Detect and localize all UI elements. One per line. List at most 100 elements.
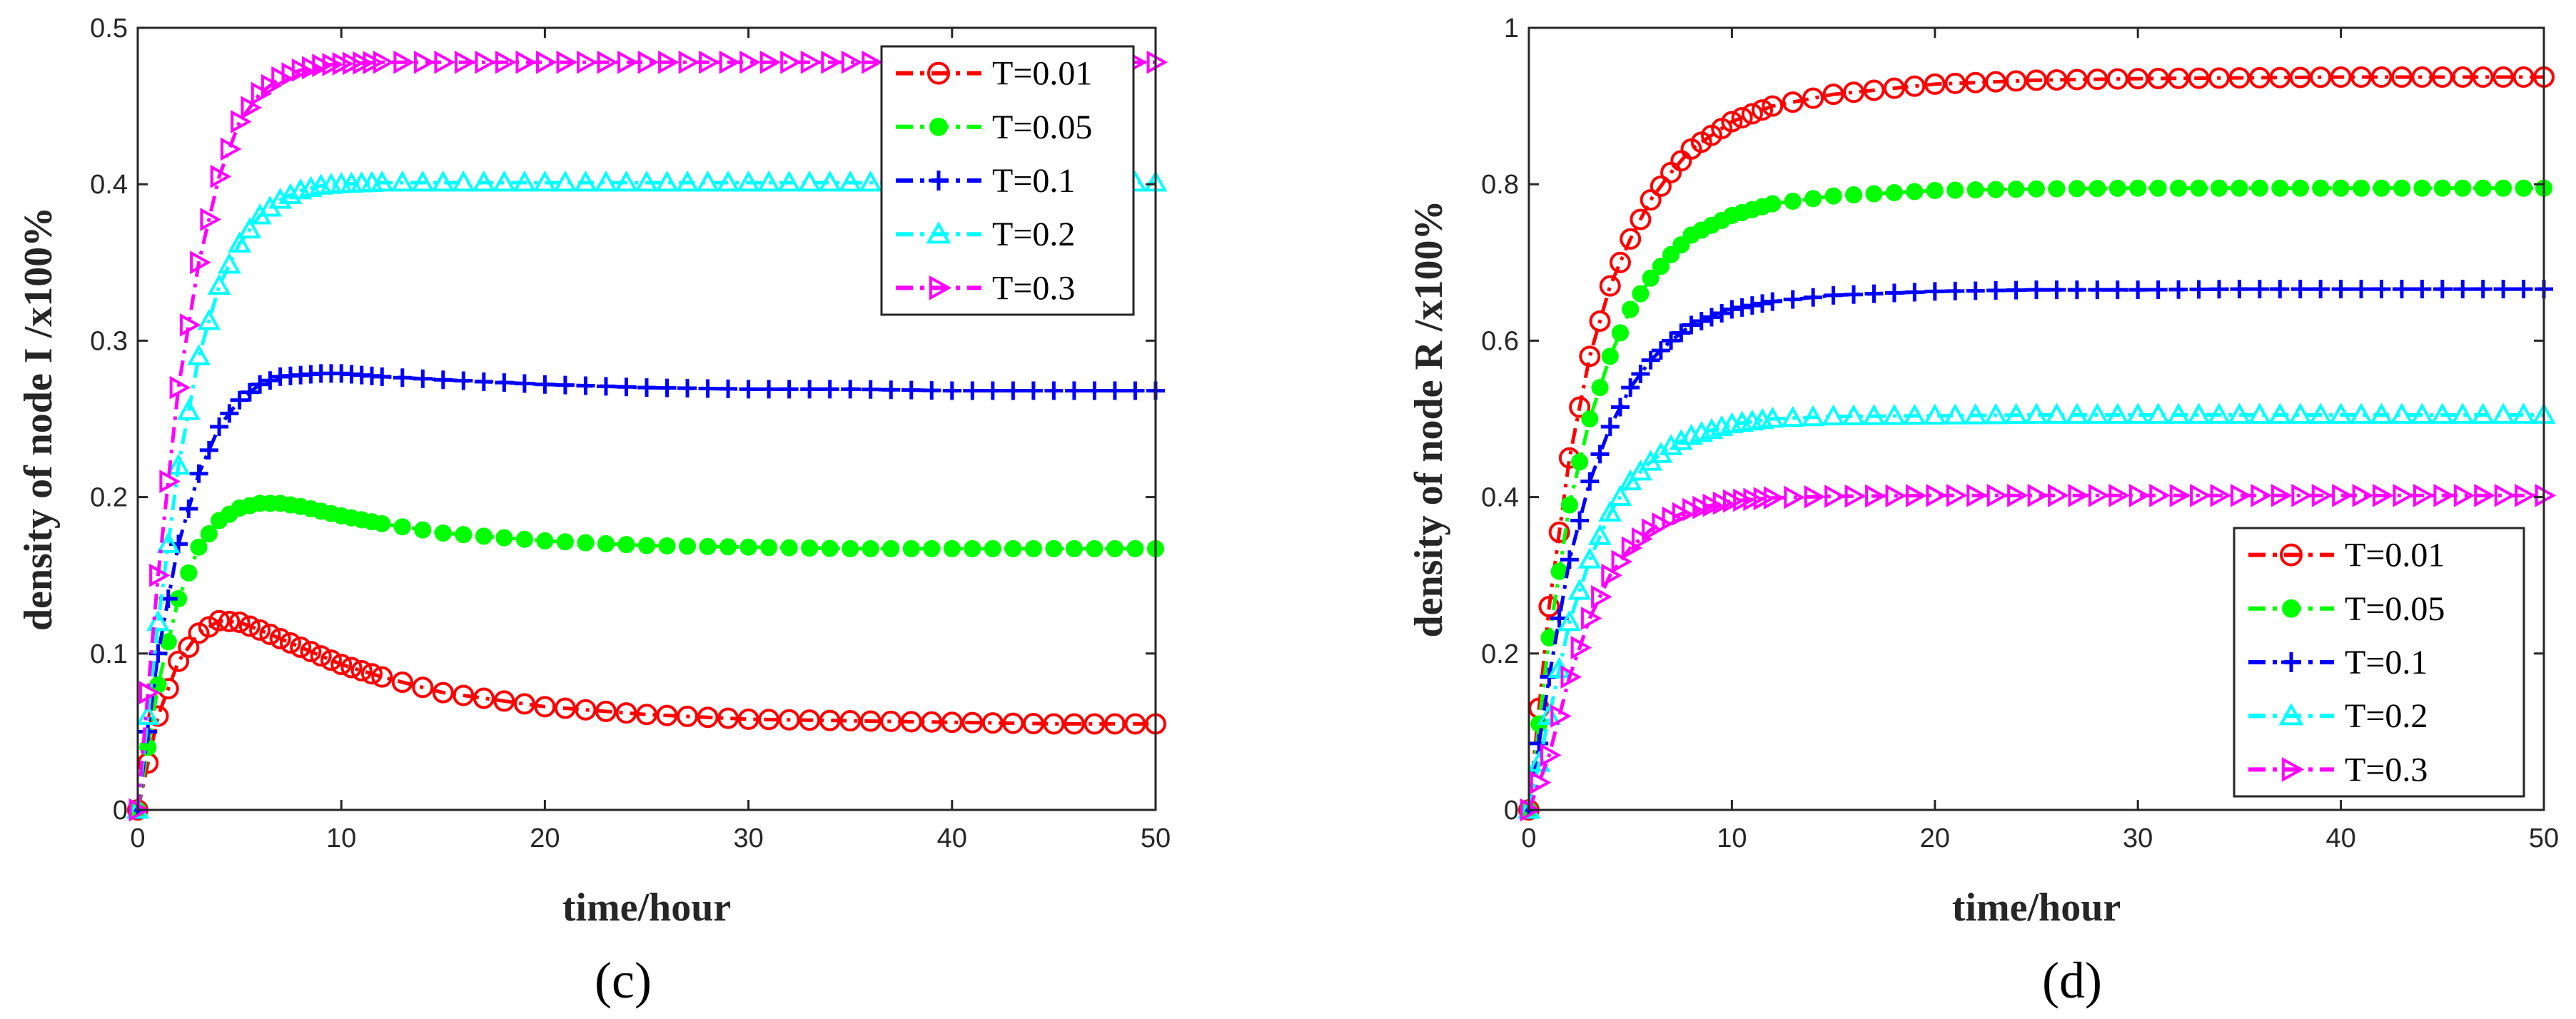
data-point-d [2454, 179, 2472, 197]
legend-item-d: T=0.3 [2248, 751, 2428, 789]
data-point-c [515, 50, 537, 74]
data-point-c [637, 378, 656, 397]
data-point-c [373, 367, 392, 386]
data-point-d [2271, 280, 2290, 299]
data-point-c [279, 632, 301, 654]
data-point-d [2106, 68, 2128, 90]
data-point-c [780, 50, 802, 74]
data-point-c [902, 539, 920, 557]
data-point-d [2271, 484, 2293, 507]
data-point-d [2332, 179, 2350, 197]
data-point-c [1004, 539, 1022, 557]
data-point-d [1944, 72, 1966, 94]
data-point-c [1045, 539, 1063, 557]
data-point-c [739, 538, 757, 556]
data-point-c [261, 371, 280, 390]
data-point-d [2168, 67, 2190, 89]
legend-label-d: T=0.2 [2345, 697, 2428, 735]
data-point-d [1682, 315, 1701, 335]
data-point-d [1985, 71, 2007, 93]
data-point-c [146, 609, 170, 632]
y-tick-label-d: 0.4 [1481, 483, 1519, 513]
data-point-c [363, 51, 385, 75]
data-point-c [536, 50, 557, 74]
panel-d: 0 10 20 30 40 50 0 0.2 0.4 0.6 0.8 1 time/hour dens… [1407, 14, 2559, 1009]
data-point-c [635, 170, 659, 192]
data-point-c [536, 532, 554, 550]
data-point-d [2068, 180, 2086, 198]
data-point-c [780, 539, 798, 557]
data-point-c [393, 368, 412, 387]
data-point-d [1530, 771, 1552, 795]
data-point-d [1682, 497, 1704, 522]
data-point-c [553, 170, 577, 192]
data-point-c [859, 170, 883, 192]
data-point-d [1865, 185, 1883, 203]
data-point-d [2045, 402, 2069, 424]
series-line-d [1527, 75, 2544, 811]
y-axis-label-d: density of node R /x100% [1407, 201, 1451, 638]
data-point-d [2228, 402, 2251, 424]
data-point-d [2027, 280, 2046, 300]
legend-label-d: T=0.05 [2345, 590, 2445, 628]
data-point-c [841, 380, 860, 399]
panel-label-c: (c) [595, 952, 652, 1009]
data-point-d [1986, 281, 2006, 300]
data-point-d [2106, 402, 2130, 424]
data-point-c [147, 705, 169, 727]
data-point-c [220, 404, 239, 423]
data-point-c [251, 375, 270, 394]
data-point-d [1560, 496, 1578, 514]
data-point-d [2250, 280, 2269, 299]
data-point-d [2046, 69, 2068, 91]
series-T=0.1-d [1520, 280, 2553, 819]
data-point-d [1581, 410, 1599, 428]
data-point-c [800, 50, 822, 74]
data-point-c [556, 50, 578, 74]
data-point-c [495, 373, 514, 392]
data-point-d [2048, 180, 2066, 198]
data-point-d [2190, 179, 2208, 197]
legend-marker-c [929, 117, 948, 136]
data-point-c [921, 711, 943, 733]
data-point-d [2026, 69, 2047, 91]
data-point-c [696, 170, 719, 192]
legend-label-d: T=0.1 [2345, 644, 2428, 681]
data-point-d [1801, 405, 1825, 427]
data-point-c [859, 710, 882, 732]
data-point-c [535, 375, 555, 394]
data-point-d [1883, 77, 1905, 99]
data-point-c [432, 681, 454, 704]
data-point-c [268, 188, 293, 209]
data-point-c [373, 50, 395, 74]
data-point-d [2472, 66, 2494, 88]
data-point-d [1580, 607, 1602, 630]
data-point-d [2473, 280, 2492, 299]
series-T=0.2-d [1517, 402, 2556, 819]
data-point-c [534, 696, 556, 718]
data-point-d [1611, 324, 1630, 342]
data-point-d [1732, 298, 1752, 317]
data-point-c [228, 611, 251, 633]
data-point-c [658, 537, 676, 555]
data-point-c [390, 170, 415, 192]
data-point-d [1902, 403, 1926, 425]
data-point-d [2450, 402, 2475, 424]
data-point-d [1884, 283, 1904, 303]
legend-item-c: T=0.05 [896, 108, 1092, 146]
data-point-d [1844, 186, 1863, 204]
data-point-c [842, 539, 859, 557]
data-point-d [2393, 179, 2410, 197]
data-point-c [393, 518, 411, 536]
data-point-c [455, 526, 473, 544]
data-point-c [176, 398, 201, 420]
data-point-c [218, 610, 241, 632]
data-point-d [2433, 484, 2455, 507]
data-point-d [1632, 285, 1650, 303]
data-point-c [922, 381, 941, 400]
data-point-d [2308, 402, 2333, 424]
data-point-c [340, 656, 363, 679]
data-point-d [2494, 484, 2516, 507]
data-point-d [2108, 484, 2130, 507]
data-point-d [2471, 402, 2495, 424]
